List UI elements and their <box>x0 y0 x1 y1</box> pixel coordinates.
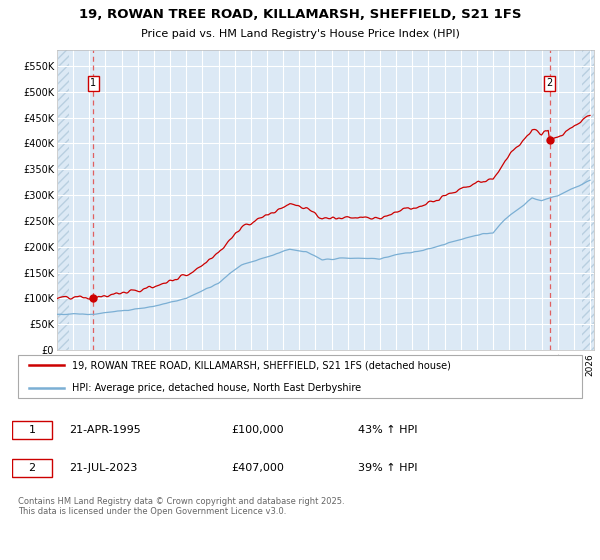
Text: 19, ROWAN TREE ROAD, KILLAMARSH, SHEFFIELD, S21 1FS: 19, ROWAN TREE ROAD, KILLAMARSH, SHEFFIE… <box>79 7 521 21</box>
Bar <box>582 50 594 350</box>
Bar <box>57 50 69 350</box>
FancyBboxPatch shape <box>12 459 52 477</box>
Text: 21-APR-1995: 21-APR-1995 <box>70 424 142 435</box>
Text: Price paid vs. HM Land Registry's House Price Index (HPI): Price paid vs. HM Land Registry's House … <box>140 29 460 39</box>
FancyBboxPatch shape <box>18 354 582 399</box>
Text: £407,000: £407,000 <box>231 463 284 473</box>
Text: 43% ↑ HPI: 43% ↑ HPI <box>358 424 417 435</box>
Text: 39% ↑ HPI: 39% ↑ HPI <box>358 463 417 473</box>
Text: 2: 2 <box>547 78 553 88</box>
Text: 21-JUL-2023: 21-JUL-2023 <box>70 463 138 473</box>
Text: 2: 2 <box>29 463 36 473</box>
Text: 19, ROWAN TREE ROAD, KILLAMARSH, SHEFFIELD, S21 1FS (detached house): 19, ROWAN TREE ROAD, KILLAMARSH, SHEFFIE… <box>73 360 451 370</box>
Text: 1: 1 <box>90 78 97 88</box>
FancyBboxPatch shape <box>12 421 52 438</box>
Text: HPI: Average price, detached house, North East Derbyshire: HPI: Average price, detached house, Nort… <box>73 383 362 393</box>
Text: Contains HM Land Registry data © Crown copyright and database right 2025.
This d: Contains HM Land Registry data © Crown c… <box>18 497 344 516</box>
Text: 1: 1 <box>29 424 35 435</box>
Text: £100,000: £100,000 <box>231 424 284 435</box>
